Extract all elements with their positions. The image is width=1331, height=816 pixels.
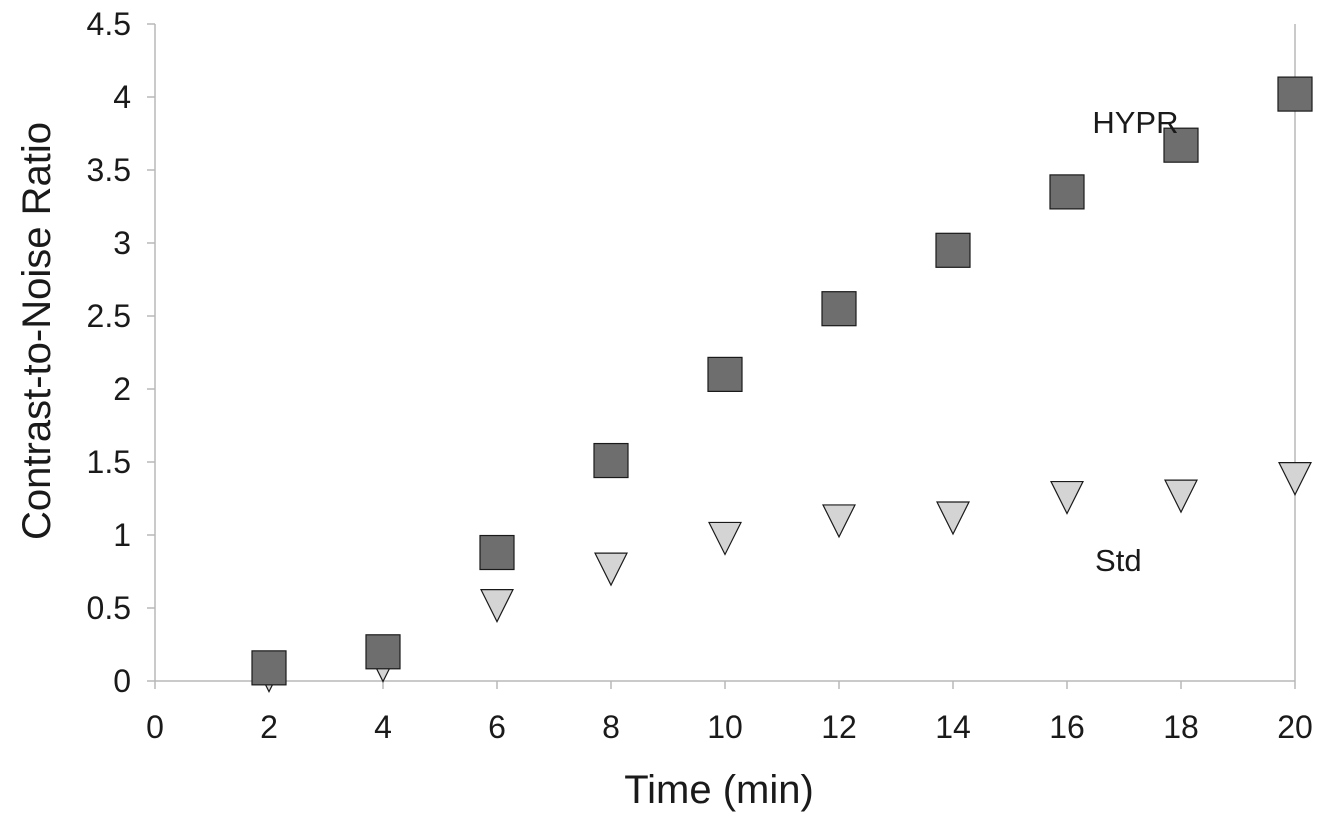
y-tick-label: 0.5 bbox=[87, 590, 131, 626]
series-annotations: HYPR Std bbox=[1092, 105, 1178, 578]
std-point bbox=[936, 501, 970, 536]
annotation-hypr: HYPR bbox=[1092, 105, 1178, 140]
std-point bbox=[480, 589, 514, 623]
hypr-point bbox=[935, 232, 971, 268]
y-tick-label: 1.5 bbox=[87, 444, 131, 480]
x-tick-label: 0 bbox=[146, 709, 164, 745]
std-point bbox=[1278, 462, 1312, 496]
x-tick-label: 2 bbox=[260, 709, 278, 745]
x-tick-label: 18 bbox=[1163, 709, 1199, 745]
y-tick-label: 1 bbox=[113, 517, 131, 553]
hypr-point bbox=[479, 534, 515, 571]
std-point bbox=[822, 504, 856, 539]
y-tick-label: 4 bbox=[113, 79, 131, 115]
x-tick-label: 6 bbox=[488, 709, 506, 745]
hypr-point bbox=[821, 291, 857, 327]
annotation-std: Std bbox=[1095, 543, 1142, 578]
data-points bbox=[251, 76, 1313, 694]
hypr-point bbox=[1163, 127, 1199, 163]
y-tick-label: 2 bbox=[113, 371, 131, 407]
hypr-point bbox=[251, 650, 287, 686]
y-tick-label: 3.5 bbox=[87, 152, 131, 188]
hypr-point bbox=[593, 442, 629, 479]
std-point bbox=[594, 552, 628, 587]
x-axis-title: Time (min) bbox=[624, 768, 814, 812]
y-tick-label: 4.5 bbox=[87, 6, 131, 42]
hypr-point bbox=[365, 634, 401, 670]
hypr-point bbox=[707, 356, 743, 392]
x-tick-label: 12 bbox=[821, 709, 857, 745]
y-tick-label: 3 bbox=[113, 225, 131, 261]
std-point bbox=[1164, 479, 1198, 514]
std-point bbox=[1050, 480, 1084, 515]
series-std bbox=[252, 462, 1312, 694]
y-axis-ticks: 0 0.5 1 1.5 2 2.5 3 3.5 4 4.5 bbox=[87, 6, 155, 699]
x-tick-label: 14 bbox=[935, 709, 971, 745]
x-tick-label: 8 bbox=[602, 709, 620, 745]
x-axis-ticks: 0 2 4 6 8 10 12 14 16 18 20 bbox=[146, 681, 1313, 745]
hypr-point bbox=[1049, 174, 1085, 210]
series-hypr bbox=[251, 76, 1313, 686]
x-tick-label: 10 bbox=[707, 709, 743, 745]
x-tick-label: 4 bbox=[374, 709, 392, 745]
y-tick-label: 0 bbox=[113, 663, 131, 699]
hypr-point bbox=[1277, 76, 1313, 112]
y-axis-title: Contrast-to-Noise Ratio bbox=[15, 122, 59, 540]
std-point bbox=[708, 521, 742, 556]
y-tick-label: 2.5 bbox=[87, 298, 131, 334]
x-tick-label: 16 bbox=[1049, 709, 1085, 745]
axes bbox=[147, 24, 1296, 689]
x-tick-label: 20 bbox=[1277, 709, 1313, 745]
